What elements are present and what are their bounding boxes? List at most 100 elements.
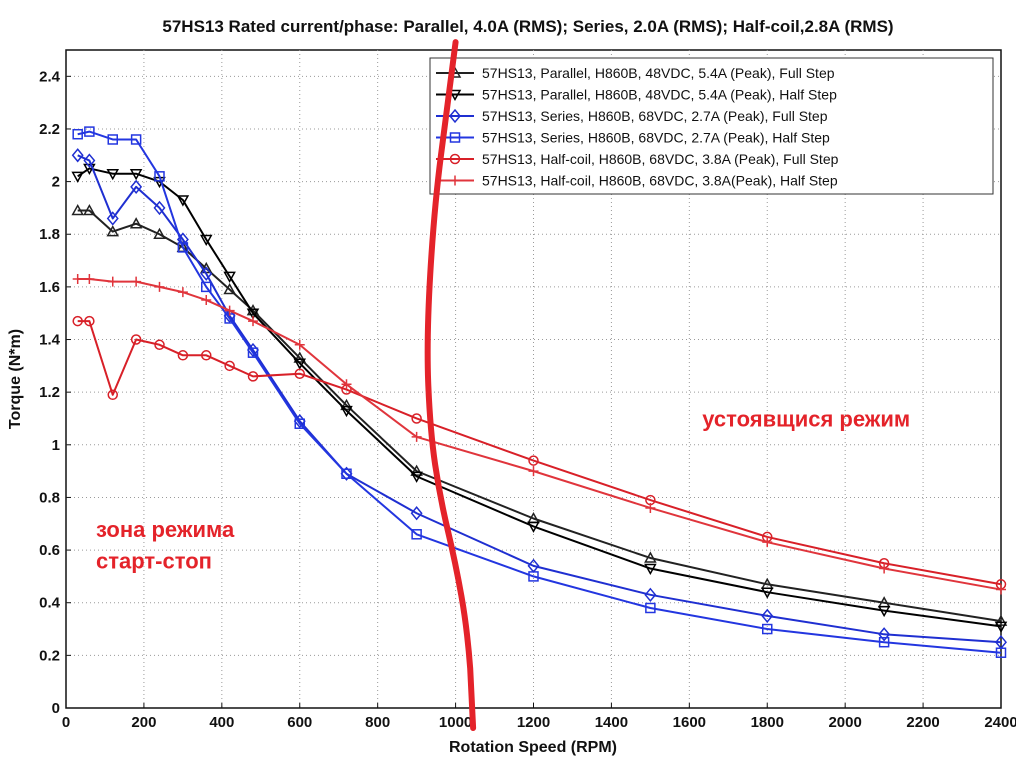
data-point: [153, 200, 166, 216]
x-axis-ticks: 0 200 400 600 800 1000 1200 1400 1600 1800 2000 220…: [62, 703, 1016, 731]
data-point: [107, 276, 118, 287]
data-point: [71, 148, 84, 163]
data-point: [410, 471, 423, 483]
legend-entry: 57HS13, Half-coil, H860B, 68VDC, 3.8A (P…: [436, 151, 839, 167]
data-point: [247, 371, 259, 382]
data-point: [340, 466, 353, 481]
data-point: [411, 413, 422, 424]
data-point: [153, 227, 166, 239]
data-point: [84, 315, 95, 327]
legend-box: [429, 57, 994, 195]
x-tick-label: 0: [62, 714, 70, 731]
series-1: [71, 204, 1008, 626]
data-point: [877, 605, 891, 618]
y-tick-label: 2: [52, 174, 60, 191]
data-point: [106, 225, 120, 237]
x-tick-label: 2400: [984, 714, 1016, 731]
legend-label: 57HS13, Series, H860B, 68VDC, 2.7A (Peak…: [482, 108, 828, 124]
legend-entry: 57HS13, Parallel, H860B, 48VDC, 5.4A (Pe…: [436, 87, 837, 103]
y-tick-label: 1.8: [39, 226, 60, 243]
data-point: [995, 647, 1007, 658]
data-point: [130, 334, 142, 345]
data-point: [154, 171, 165, 182]
data-point: [154, 339, 165, 351]
data-point: [72, 128, 83, 140]
y-tick-label: 0.8: [39, 489, 60, 506]
series-4: [72, 126, 1007, 658]
y-tick-label: 0.4: [39, 595, 61, 612]
legend-entry: 57HS13, Series, H860B, 68VDC, 2.7A (Peak…: [436, 130, 830, 146]
annotations: устоявщися режим зона режима старт-стоп: [96, 406, 910, 573]
data-point: [72, 273, 83, 284]
data-point: [996, 584, 1006, 595]
annotation-label: устоявщися режим: [702, 406, 910, 431]
data-point: [223, 271, 236, 283]
series-6: [72, 273, 1006, 595]
x-tick-label: 800: [365, 714, 390, 731]
y-tick-label: 0: [52, 700, 60, 717]
y-tick-label: 0.2: [39, 647, 60, 664]
data-point: [224, 305, 235, 316]
data-point: [106, 211, 119, 226]
x-tick-label: 1600: [673, 714, 706, 731]
x-tick-label: 200: [131, 714, 156, 731]
data-point: [224, 360, 235, 372]
data-point: [644, 587, 657, 602]
data-point: [129, 168, 143, 181]
legend-marker: [448, 89, 462, 102]
y-tick-label: 1: [52, 437, 60, 454]
data-point: [528, 455, 539, 466]
data-point: [879, 563, 890, 574]
data-point: [994, 614, 1008, 626]
y-tick-label: 0.6: [39, 542, 60, 559]
data-point: [293, 358, 307, 370]
annotation-label: зона режима: [96, 517, 235, 542]
data-point: [411, 529, 422, 540]
data-point: [645, 502, 656, 513]
x-tick-label: 2200: [906, 714, 939, 731]
data-point: [644, 563, 657, 576]
data-point: [528, 571, 539, 582]
data-point: [294, 418, 305, 429]
data-point: [645, 602, 656, 614]
data-point: [177, 287, 188, 298]
x-tick-label: 1000: [439, 714, 472, 731]
data-point: [294, 339, 305, 350]
data-point: [130, 179, 143, 195]
legend-entry: 57HS13, Half-coil, H860B, 68VDC, 3.8A(Pe…: [436, 173, 838, 189]
x-axis-label: Rotation Speed (RPM): [449, 739, 617, 756]
data-point: [131, 276, 142, 287]
data-point: [177, 350, 189, 361]
legend-label: 57HS13, Series, H860B, 68VDC, 2.7A (Peak…: [482, 130, 830, 146]
data-point: [762, 623, 773, 635]
data-point: [201, 350, 212, 361]
legend-entry: 57HS13, Series, H860B, 68VDC, 2.7A (Peak…: [436, 108, 828, 124]
y-tick-label: 2.4: [39, 68, 61, 85]
data-point: [246, 308, 260, 320]
x-tick-label: 2000: [828, 714, 861, 731]
y-tick-label: 2.2: [39, 121, 60, 138]
data-point: [200, 266, 213, 281]
data-point: [341, 379, 352, 390]
annotation-label: старт-стоп: [96, 549, 212, 574]
data-point: [762, 537, 773, 548]
data-point: [761, 608, 774, 624]
legend-label: 57HS13, Parallel, H860B, 48VDC, 5.4A (Pe…: [482, 87, 837, 103]
data-point: [199, 234, 213, 247]
legend: 57HS13, Parallel, H860B, 48VDC, 5.4A (Pe…: [429, 57, 994, 195]
data-point: [294, 368, 305, 379]
data-point: [247, 347, 259, 358]
data-point: [106, 168, 120, 181]
data-point: [248, 316, 258, 327]
x-tick-label: 400: [209, 714, 234, 731]
series-2: [71, 163, 1008, 633]
legend-label: 57HS13, Parallel, H860B, 48VDC, 5.4A (Pe…: [482, 65, 835, 81]
legend-label: 57HS13, Half-coil, H860B, 68VDC, 3.8A(Pe…: [482, 173, 838, 189]
data-point: [341, 468, 352, 480]
x-tick-label: 1800: [751, 714, 784, 731]
data-point: [878, 627, 891, 642]
data-point: [410, 506, 423, 521]
regime-divider: [424, 39, 477, 731]
data-point: [72, 315, 83, 327]
